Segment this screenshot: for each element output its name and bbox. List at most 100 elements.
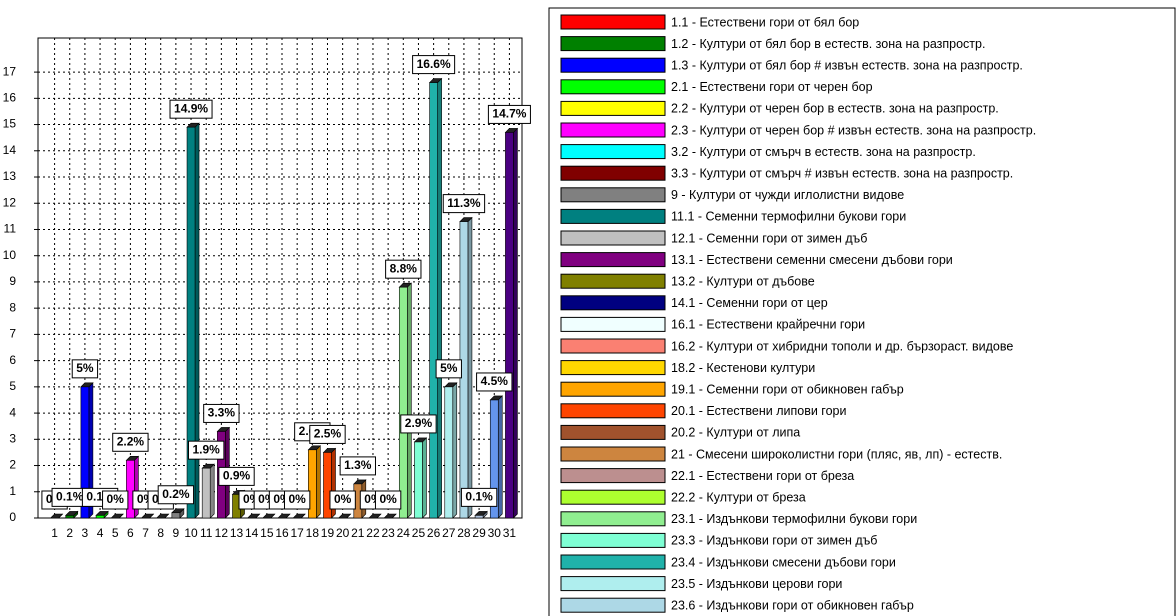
value-label-box: 2.5% xyxy=(309,424,346,444)
value-label: 0.9% xyxy=(223,469,251,483)
legend-label: 2.2 - Култури от черен бор в естеств. зо… xyxy=(671,102,999,116)
bar-top xyxy=(140,513,155,519)
x-tick-label: 11 xyxy=(200,526,213,540)
bar xyxy=(474,515,484,519)
value-label-bg xyxy=(188,440,225,460)
x-tick-label: 4 xyxy=(97,526,104,540)
bar xyxy=(126,459,135,519)
bar xyxy=(323,452,332,519)
value-label-box: 0.2% xyxy=(157,485,195,505)
value-label-bg xyxy=(309,424,346,444)
value-label: 5% xyxy=(440,361,458,375)
value-label-box: 0% xyxy=(329,490,356,510)
value-label-bg xyxy=(71,359,99,379)
legend-swatch xyxy=(560,252,666,268)
value-label-box: 5% xyxy=(71,359,99,379)
y-tick-label: 10 xyxy=(3,248,17,262)
bar-top xyxy=(110,513,124,519)
x-tick-label: 5 xyxy=(112,526,119,540)
legend-label: 2.1 - Естествени гори от черен бор xyxy=(671,80,873,94)
value-label: 0% xyxy=(107,492,125,506)
bar-side xyxy=(452,382,458,519)
value-label: 0% xyxy=(379,492,397,506)
bar-side xyxy=(513,127,518,519)
value-label: 0% xyxy=(334,492,352,506)
x-tick-label: 21 xyxy=(351,526,365,540)
value-label-bg xyxy=(157,485,195,505)
legend-label: 11.1 - Семенни термофилни букови гори xyxy=(671,210,906,224)
legend-swatch xyxy=(560,446,666,462)
y-tick-label: 8 xyxy=(9,300,16,314)
value-label: 5% xyxy=(76,361,94,375)
bar xyxy=(171,512,181,519)
value-label-bg xyxy=(169,99,213,119)
value-label-bg xyxy=(329,490,356,510)
bar-side xyxy=(437,77,442,519)
y-tick-label: 3 xyxy=(9,431,16,445)
y-tick-label: 1 xyxy=(9,484,16,498)
value-label-bg xyxy=(218,466,255,486)
value-label-box: 1.9% xyxy=(188,440,225,460)
value-label: 1.3% xyxy=(344,458,372,472)
x-tick-label: 17 xyxy=(290,526,304,540)
bar xyxy=(505,132,514,519)
legend-swatch xyxy=(560,208,666,224)
bar xyxy=(398,286,408,519)
y-tick-label: 11 xyxy=(4,222,17,236)
value-label-box: 1.3% xyxy=(339,456,376,476)
bar-side xyxy=(406,282,412,519)
x-tick-label: 6 xyxy=(127,526,134,540)
legend-label: 19.1 - Семенни гори от обикновен габър xyxy=(671,382,904,396)
bar-side xyxy=(209,463,215,519)
value-label-bg xyxy=(112,432,149,452)
legend-label: 16.2 - Култури от хибридни тополи и др. … xyxy=(671,339,1013,353)
legend-label: 21 - Смесени широколистни гори (пляс, яв… xyxy=(671,447,1002,461)
bar-top xyxy=(383,513,397,519)
legend-swatch xyxy=(560,79,666,95)
legend-swatch xyxy=(560,187,666,203)
x-tick-label: 3 xyxy=(82,526,89,540)
bar xyxy=(429,82,438,519)
value-label-bg xyxy=(476,372,513,392)
legend-swatch xyxy=(560,165,666,181)
legend-swatch xyxy=(560,468,666,484)
value-label-box: 8.8% xyxy=(385,259,422,279)
legend-swatch xyxy=(560,338,666,354)
value-label-bg xyxy=(412,55,456,75)
value-label-box: 0% xyxy=(102,490,129,510)
x-tick-label: 15 xyxy=(260,526,274,540)
value-label-box: 16.6% xyxy=(412,55,456,75)
bar xyxy=(201,467,211,519)
y-tick-label: 0 xyxy=(9,510,16,524)
bar-side xyxy=(497,395,503,519)
legend-swatch xyxy=(560,100,666,116)
value-label-box: 4.5% xyxy=(476,372,513,392)
legend-label: 23.3 - Издънкови гори от зимен дъб xyxy=(671,534,877,548)
legend-swatch xyxy=(560,122,666,138)
value-label: 8.8% xyxy=(390,261,418,275)
value-label: 2.5% xyxy=(314,427,342,441)
x-tick-label: 31 xyxy=(503,526,517,540)
bar-top xyxy=(246,513,261,519)
x-tick-label: 20 xyxy=(336,526,350,540)
x-tick-label: 8 xyxy=(157,526,164,540)
x-tick-label: 25 xyxy=(412,526,426,540)
x-tick-label: 14 xyxy=(245,526,259,540)
x-tick-label: 16 xyxy=(275,526,289,540)
legend-label: 23.1 - Издънкови термофилни букови гори xyxy=(671,512,917,526)
x-tick-label: 19 xyxy=(321,526,335,540)
y-tick-label: 15 xyxy=(3,117,17,131)
value-label-bg xyxy=(339,456,376,476)
y-tick-label: 16 xyxy=(3,90,17,104)
x-tick-label: 27 xyxy=(442,526,456,540)
x-tick-label: 13 xyxy=(230,526,244,540)
bar xyxy=(308,449,317,519)
x-tick-label: 2 xyxy=(66,526,73,540)
value-label: 3.3% xyxy=(208,406,236,420)
value-label-box: 0.9% xyxy=(218,466,255,486)
value-label-box: 14.7% xyxy=(487,104,531,124)
value-label-bg xyxy=(460,487,498,507)
y-tick-label: 7 xyxy=(9,327,16,341)
legend-swatch xyxy=(560,489,666,505)
x-tick-label: 7 xyxy=(142,526,149,540)
